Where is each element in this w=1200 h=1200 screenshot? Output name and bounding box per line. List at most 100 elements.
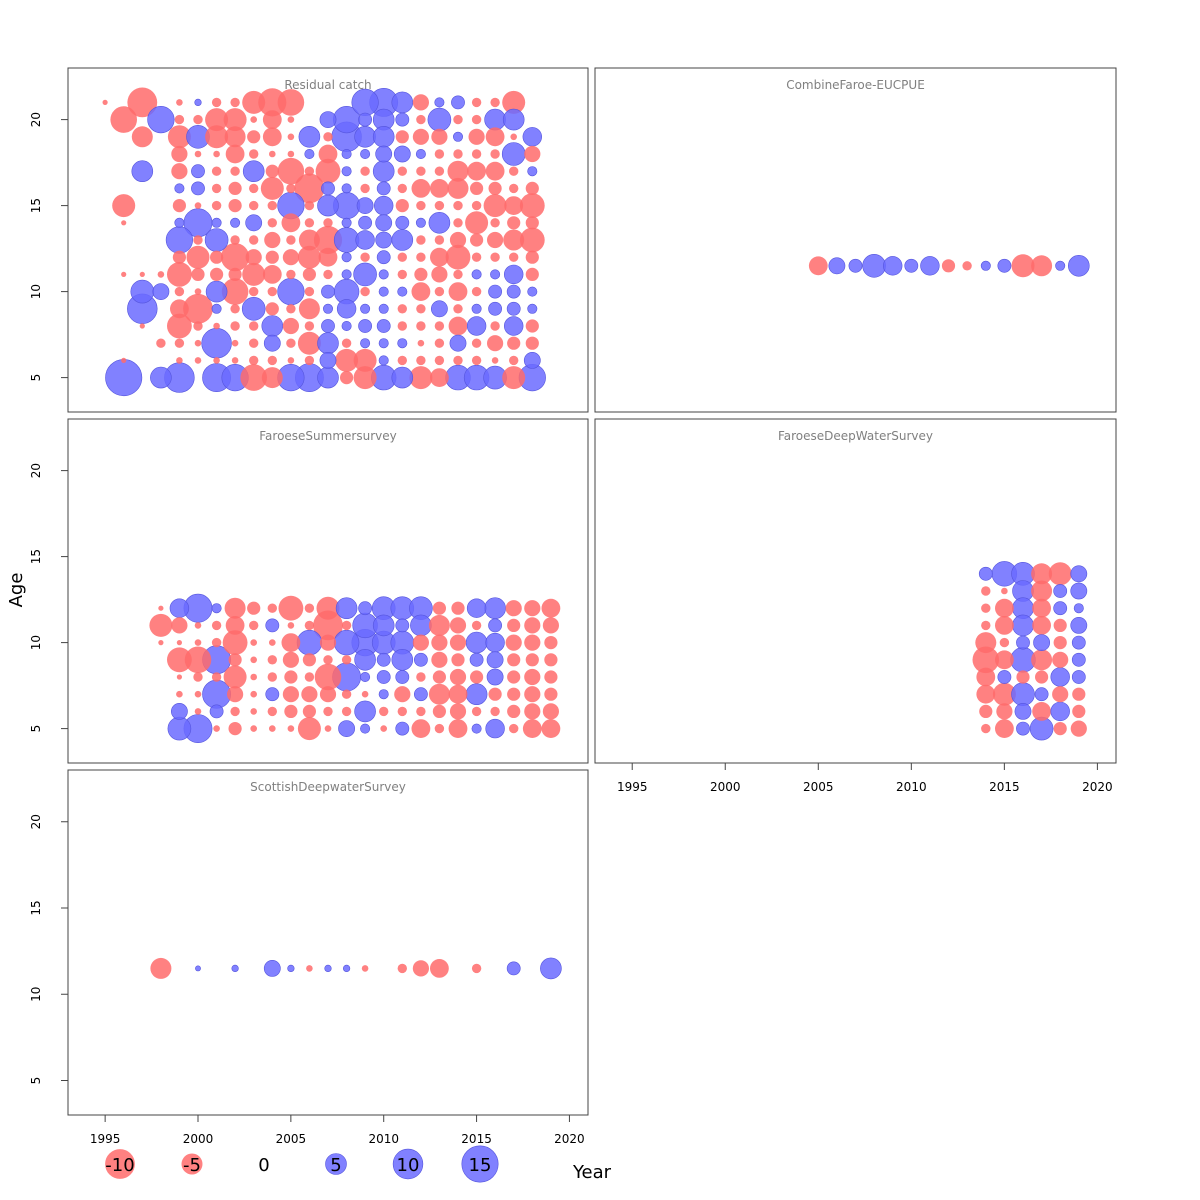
bubble-point bbox=[361, 965, 369, 972]
bubble-point bbox=[262, 127, 282, 147]
bubble-point bbox=[1052, 651, 1069, 668]
bubble-point bbox=[193, 235, 203, 245]
bubble-point bbox=[376, 652, 391, 667]
bubble-point bbox=[448, 282, 468, 301]
bubble-point bbox=[228, 199, 242, 213]
bubble-point bbox=[296, 629, 323, 656]
y-tick-label: 15 bbox=[29, 549, 43, 564]
bubble-point bbox=[230, 321, 240, 331]
bubble-point bbox=[318, 144, 338, 164]
x-tick-label: 2005 bbox=[276, 1132, 307, 1146]
bubble-point bbox=[397, 338, 408, 349]
y-tick-label: 5 bbox=[29, 725, 43, 733]
bubble-point bbox=[250, 673, 257, 681]
bubble-point bbox=[525, 319, 539, 333]
panel-combinefaroe-eucpue: CombineFaroe-EUCPUE bbox=[594, 67, 1117, 413]
bubble-point bbox=[167, 647, 192, 673]
bubble-point bbox=[194, 98, 202, 106]
legend-label: 10 bbox=[397, 1155, 420, 1176]
bubble-point bbox=[519, 193, 545, 219]
bubble-point bbox=[174, 217, 185, 228]
bubble-point bbox=[505, 634, 522, 651]
bubble-point bbox=[333, 227, 360, 253]
bubble-point bbox=[471, 355, 482, 366]
bubble-point bbox=[486, 668, 504, 686]
bubble-point bbox=[167, 262, 192, 287]
bubble-point bbox=[374, 195, 394, 216]
bubble-point bbox=[165, 226, 193, 254]
bubble-point bbox=[469, 652, 484, 667]
bubble-point bbox=[395, 112, 410, 127]
legend-bubble bbox=[325, 1153, 347, 1175]
bubble-point bbox=[297, 245, 321, 269]
bubble-point bbox=[302, 267, 316, 281]
bubble-point bbox=[304, 149, 315, 160]
bubble-point bbox=[102, 99, 108, 105]
bubble-point bbox=[171, 617, 188, 634]
bubble-point bbox=[527, 303, 538, 314]
bubble-point bbox=[430, 368, 449, 387]
bubble-point bbox=[1011, 254, 1035, 278]
bubble-point bbox=[228, 181, 242, 195]
bubble-point bbox=[542, 703, 560, 720]
bubble-point bbox=[340, 371, 354, 385]
bubble-point bbox=[488, 284, 502, 299]
bubble-point bbox=[278, 595, 304, 621]
bubble-point bbox=[230, 217, 241, 228]
y-tick-label: 10 bbox=[29, 635, 43, 650]
bubble-point bbox=[221, 278, 249, 305]
bubble-point bbox=[507, 336, 521, 350]
bubble-point bbox=[319, 111, 337, 129]
bubble-point bbox=[147, 105, 175, 134]
bubble-point bbox=[191, 181, 205, 196]
bubble-point bbox=[524, 686, 541, 703]
bubble-point bbox=[167, 716, 192, 741]
bubble-point bbox=[378, 303, 389, 314]
bubble-point bbox=[484, 108, 506, 131]
bubble-point bbox=[378, 689, 389, 700]
bubble-point bbox=[324, 964, 332, 973]
bubble-point bbox=[490, 218, 500, 228]
bubble-point bbox=[502, 366, 526, 390]
bubble-point bbox=[298, 229, 320, 251]
bubble-point bbox=[230, 166, 240, 176]
bubble-point bbox=[431, 128, 448, 145]
bubble-point bbox=[981, 586, 991, 596]
bubble-point bbox=[507, 618, 521, 633]
bubble-point bbox=[981, 620, 991, 631]
bubble-point bbox=[211, 672, 222, 682]
bubble-point bbox=[470, 181, 484, 195]
bubble-point bbox=[394, 686, 411, 703]
bubble-point bbox=[158, 640, 164, 646]
bubble-point bbox=[427, 107, 452, 132]
bubble-point bbox=[191, 267, 205, 281]
bubble-point bbox=[267, 200, 277, 211]
panel-title: CombineFaroe-EUCPUE bbox=[786, 78, 925, 92]
bubble-point bbox=[267, 218, 277, 228]
bubble-point bbox=[213, 357, 220, 364]
y-tick-label: 20 bbox=[29, 112, 43, 127]
bubble-point bbox=[242, 90, 266, 114]
x-tick-label: 1995 bbox=[617, 780, 648, 794]
legend-bubble bbox=[392, 1148, 424, 1180]
bubble-point bbox=[317, 366, 339, 389]
bubble-point bbox=[287, 150, 295, 158]
bubble-point bbox=[507, 670, 521, 684]
bubble-point bbox=[333, 629, 360, 656]
bubble-point bbox=[434, 321, 445, 331]
bubble-point bbox=[379, 706, 389, 717]
bubble-point bbox=[287, 116, 295, 123]
bubble-point bbox=[471, 114, 482, 125]
bubble-point bbox=[354, 648, 376, 671]
bubble-point bbox=[172, 250, 186, 264]
bubble-point bbox=[360, 723, 371, 734]
bubble-point bbox=[413, 687, 428, 702]
y-tick-label: 15 bbox=[29, 198, 43, 213]
bubble-point bbox=[210, 267, 224, 281]
bubble-point bbox=[507, 653, 521, 667]
panels-layer: Residual catch 5 10 15 20 CombineFaroe-EUCPUE… bbox=[29, 67, 1117, 1146]
bubble-point bbox=[287, 964, 295, 973]
bubble-point bbox=[544, 687, 558, 701]
bubble-point bbox=[375, 214, 393, 232]
bubble-point bbox=[471, 338, 482, 348]
